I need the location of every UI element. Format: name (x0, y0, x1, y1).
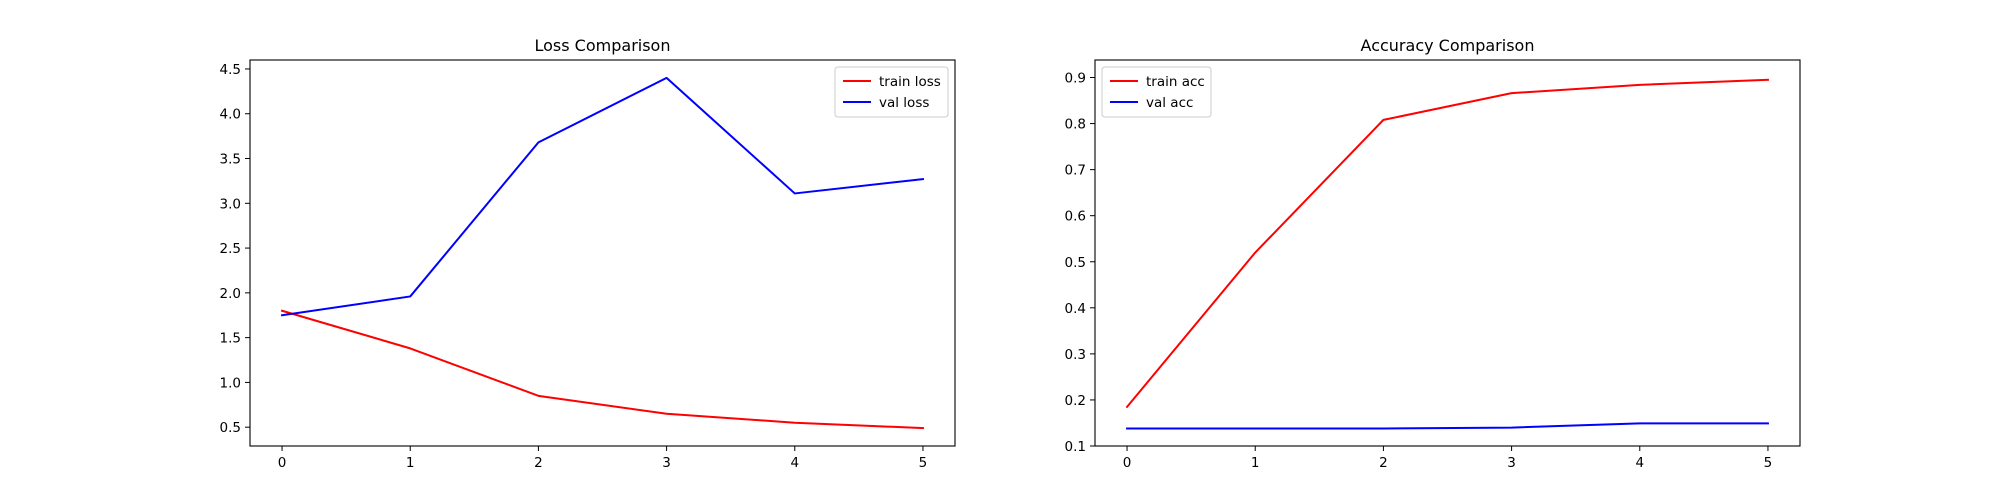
x-tick-label: 5 (1764, 455, 1773, 471)
x-tick-label: 1 (406, 455, 415, 471)
legend: train loss val loss (834, 66, 949, 118)
legend-label: train loss (879, 74, 941, 90)
y-tick-label: 2.5 (220, 241, 241, 257)
y-tick-label: 2.0 (220, 286, 241, 302)
series-line-train-loss (280, 309, 924, 430)
x-tick-label: 4 (1635, 455, 1644, 471)
legend: train acc val acc (1101, 66, 1212, 118)
y-tick-label: 0.3 (1065, 347, 1086, 363)
y-tick-label: 4.0 (220, 107, 241, 123)
chart-title: Loss Comparison (535, 36, 671, 55)
y-tick-label: 3.0 (220, 196, 241, 212)
y-tick-label: 0.8 (1065, 117, 1086, 133)
y-tick-label: 0.6 (1065, 209, 1086, 225)
chart-panel-1: Loss Comparison 0 1 2 3 4 5 0.5 1.0 1.5 2.0 2.5 3.0 3… (220, 36, 956, 471)
x-tick-label: 2 (534, 455, 543, 471)
x-tick-label: 4 (790, 455, 799, 471)
x-tick-label: 5 (919, 455, 928, 471)
x-tick-label: 3 (1507, 455, 1516, 471)
chart-title: Accuracy Comparison (1361, 36, 1535, 55)
legend-label: val loss (879, 95, 929, 111)
y-tick-label: 0.1 (1065, 439, 1086, 455)
legend-box (1101, 66, 1212, 118)
x-tick-label: 0 (278, 455, 287, 471)
y-tick-label: 4.5 (220, 62, 241, 78)
axes-frame (1094, 59, 1801, 447)
y-tick-label: 1.5 (220, 331, 241, 347)
x-tick-label: 2 (1379, 455, 1388, 471)
chart-panel-2: Accuracy Comparison 0 1 2 3 4 5 0.1 0.2 0.3 0.4 0.5… (1065, 36, 1801, 471)
y-tick-label: 0.4 (1065, 301, 1086, 317)
y-tick-label: 0.5 (220, 420, 241, 436)
y-tick-label: 1.0 (220, 375, 241, 391)
x-tick-label: 3 (662, 455, 671, 471)
legend-label: train acc (1146, 74, 1205, 90)
y-tick-label: 0.2 (1065, 393, 1086, 409)
y-tick-label: 0.5 (1065, 255, 1086, 271)
series-line-val-loss (280, 76, 925, 317)
series-line-val-acc (1126, 422, 1769, 430)
y-tick-label: 3.5 (220, 152, 241, 168)
axes-frame (249, 59, 956, 447)
series-line-train-acc (1125, 78, 1769, 409)
y-tick-label: 0.7 (1065, 163, 1086, 179)
legend-label: val acc (1146, 95, 1193, 111)
x-tick-label: 1 (1251, 455, 1260, 471)
x-tick-label: 0 (1123, 455, 1132, 471)
y-tick-label: 0.9 (1065, 71, 1086, 87)
legend-box (834, 66, 949, 118)
